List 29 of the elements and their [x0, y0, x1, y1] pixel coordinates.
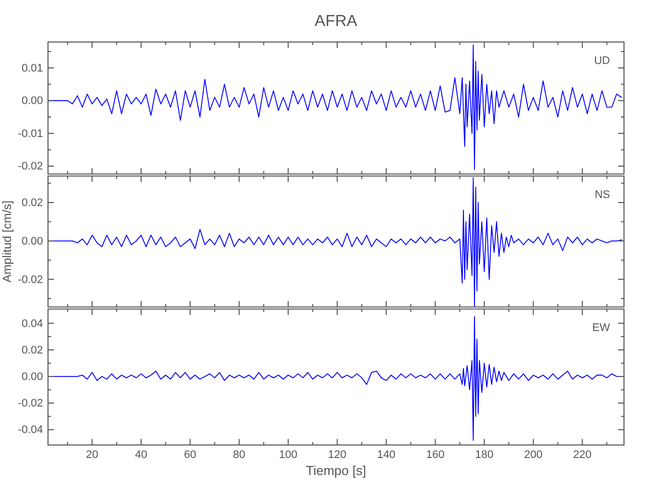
y-tick-label: -0.02 [18, 398, 43, 410]
x-tick-label: 180 [475, 448, 494, 461]
y-tick-label: -0.01 [18, 128, 43, 140]
x-axis-title: Tiempo [s] [306, 463, 366, 478]
y-tick-label: 0.04 [22, 318, 43, 330]
x-tick-label: 100 [279, 448, 298, 461]
chart-title: AFRA [314, 13, 358, 30]
y-tick-label: 0.00 [22, 95, 43, 108]
x-tick-label: 120 [328, 448, 346, 461]
y-tick-label: -0.02 [18, 160, 43, 173]
y-tick-label: -0.04 [18, 424, 43, 436]
x-tick-label: 60 [184, 448, 196, 461]
y-tick-label: 0.02 [22, 197, 43, 210]
x-tick-label: 40 [135, 448, 148, 461]
x-tick-label: 220 [573, 448, 592, 461]
x-tick-label: 140 [377, 448, 396, 461]
text: NS [594, 189, 610, 201]
y-axis-title: Amplitud [cm/s] [0, 200, 14, 283]
x-tick-label: 200 [524, 448, 542, 461]
text: UD [594, 55, 610, 67]
y-tick-label: 0.01 [22, 62, 43, 74]
x-tick-label: 160 [426, 448, 444, 461]
x-tick-label: 20 [86, 448, 98, 461]
y-tick-label: 0.00 [22, 235, 43, 248]
y-tick-label: -0.02 [18, 274, 43, 286]
y-tick-label: 0.00 [22, 370, 43, 383]
y-tick-label: 0.02 [22, 344, 43, 356]
x-tick-label: 80 [233, 448, 246, 461]
text: EW [592, 322, 611, 334]
